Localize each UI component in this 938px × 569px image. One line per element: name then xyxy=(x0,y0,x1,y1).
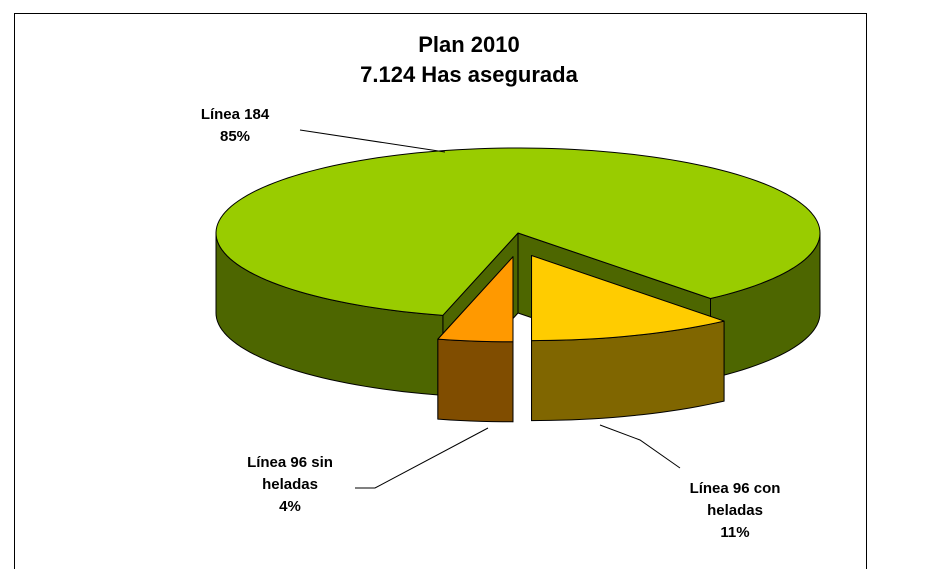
slice-top xyxy=(215,147,821,316)
slice-label: Línea 96 sin heladas 4% xyxy=(230,452,350,518)
slice-name: Línea 96 sin heladas xyxy=(247,454,333,493)
chart-title: Plan 2010 xyxy=(418,32,520,57)
leader-line xyxy=(355,427,489,489)
slice-label: Línea 184 85% xyxy=(150,104,320,148)
pie-slice xyxy=(437,256,514,423)
pie-slice xyxy=(531,255,725,422)
leader-line xyxy=(299,129,446,153)
slice-wall xyxy=(437,338,514,423)
slice-name: Línea 96 con heladas xyxy=(689,480,781,519)
slice-value-label: 85% xyxy=(219,128,251,145)
slice-name: Línea 184 xyxy=(200,106,270,123)
leader-line xyxy=(599,424,681,469)
slice-value-label: 11% xyxy=(720,524,750,541)
slice-top xyxy=(437,256,514,343)
slice-label: Línea 96 con heladas 11% xyxy=(675,478,795,544)
slice-top xyxy=(531,255,725,342)
slice-value-label: 4% xyxy=(279,498,301,515)
chart-subtitle: 7.124 Has asegurada xyxy=(360,62,578,87)
